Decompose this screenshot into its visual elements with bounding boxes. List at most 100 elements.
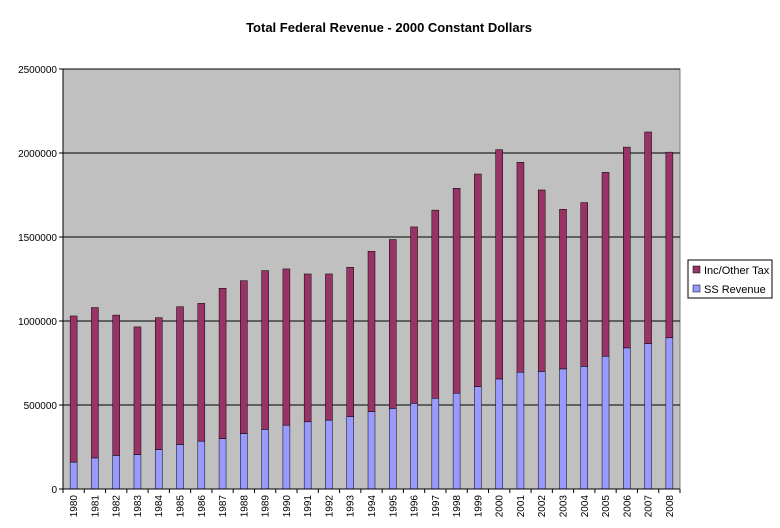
bar-inc-other-tax-1982 [112, 314, 120, 456]
bar-inc-other-tax-2005 [601, 172, 610, 357]
x-tick-label: 1998 [452, 495, 463, 518]
bar-ss-revenue-1988 [240, 433, 248, 490]
x-tick-label: 1991 [303, 495, 314, 518]
x-tick-label: 1985 [176, 495, 187, 518]
legend-swatch-inc-other-tax [692, 265, 701, 274]
x-tick-label: 1990 [282, 495, 293, 518]
bar-inc-other-tax-1990 [282, 268, 291, 426]
bar-ss-revenue-2000 [495, 378, 503, 490]
bar-inc-other-tax-1989 [261, 270, 269, 430]
x-tick-label: 2001 [516, 495, 527, 518]
x-axis-ticks: 1980 1981 1982 1983 1984 1985 1986 1987 1988 1989… [62, 489, 681, 518]
bar-inc-other-tax-2000 [495, 149, 503, 380]
x-tick-label: 1980 [69, 495, 80, 518]
y-tick-label: 2500000 [18, 65, 57, 76]
y-tick-label: 0 [51, 485, 57, 496]
bar-ss-revenue-2003 [559, 368, 567, 490]
bar-inc-other-tax-1997 [431, 209, 440, 399]
bar-ss-revenue-1989 [261, 429, 269, 490]
x-tick-label: 1986 [197, 495, 208, 518]
x-tick-label: 2002 [537, 495, 548, 518]
bar-inc-other-tax-1991 [303, 273, 312, 423]
x-tick-label: 2005 [601, 495, 612, 518]
x-tick-label: 1994 [367, 495, 378, 518]
bar-inc-other-tax-2007 [644, 131, 652, 344]
x-tick-label: 2004 [580, 495, 591, 518]
x-tick-label: 1989 [261, 495, 272, 518]
bar-ss-revenue-1995 [389, 408, 397, 490]
bar-inc-other-tax-2001 [516, 161, 525, 373]
legend-label-ss-revenue: SS Revenue [704, 284, 766, 296]
x-tick-label: 1987 [218, 495, 229, 518]
bar-inc-other-tax-1999 [474, 173, 482, 387]
x-tick-label: 1999 [473, 495, 484, 518]
legend: Inc/Other Tax SS Revenue [687, 259, 773, 299]
bar-ss-revenue-1994 [367, 411, 376, 490]
bar-inc-other-tax-2008 [665, 151, 674, 339]
bar-ss-revenue-1996 [410, 403, 418, 490]
x-tick-label: 2007 [644, 495, 655, 518]
x-tick-label: 1984 [154, 495, 165, 518]
bar-ss-revenue-1980 [69, 461, 78, 490]
bar-inc-other-tax-1998 [452, 188, 461, 394]
bar-ss-revenue-1990 [282, 424, 291, 490]
bar-ss-revenue-1987 [218, 438, 227, 490]
bar-ss-revenue-1983 [133, 454, 142, 490]
bar-ss-revenue-1985 [176, 444, 184, 490]
bar-ss-revenue-2006 [623, 347, 631, 490]
bars [69, 131, 674, 490]
x-tick-label: 1982 [112, 495, 123, 518]
bar-ss-revenue-2004 [580, 366, 589, 490]
bar-ss-revenue-1991 [303, 421, 312, 490]
bar-ss-revenue-1999 [474, 386, 482, 490]
bar-inc-other-tax-2002 [537, 189, 546, 372]
legend-box [687, 259, 773, 299]
bar-ss-revenue-1981 [91, 457, 99, 490]
x-tick-label: 1988 [239, 495, 250, 518]
y-tick-label: 500000 [24, 401, 58, 412]
bar-ss-revenue-1997 [431, 398, 440, 490]
bar-ss-revenue-1992 [325, 419, 333, 490]
legend-swatch-ss-revenue [692, 284, 701, 293]
bar-inc-other-tax-1983 [133, 326, 142, 455]
x-tick-label: 2003 [558, 495, 569, 518]
x-tick-label: 2006 [622, 495, 633, 518]
y-tick-label: 1500000 [18, 233, 57, 244]
bar-ss-revenue-1984 [154, 449, 163, 490]
bar-ss-revenue-2008 [665, 337, 674, 490]
bar-ss-revenue-1998 [452, 392, 461, 490]
bar-inc-other-tax-1987 [218, 287, 227, 439]
bar-ss-revenue-1993 [346, 416, 354, 490]
bar-inc-other-tax-2006 [623, 146, 631, 349]
bar-inc-other-tax-1985 [176, 306, 184, 445]
x-tick-label: 2008 [665, 495, 676, 518]
bar-inc-other-tax-2003 [559, 209, 567, 370]
x-tick-label: 1996 [410, 495, 421, 518]
bar-ss-revenue-2002 [537, 371, 546, 490]
bar-inc-other-tax-1993 [346, 266, 354, 418]
y-tick-label: 1000000 [18, 317, 57, 328]
bar-ss-revenue-2007 [644, 343, 652, 490]
bar-ss-revenue-1986 [197, 440, 206, 490]
y-tick-label: 2000000 [18, 149, 57, 160]
x-tick-label: 1995 [388, 495, 399, 518]
bar-inc-other-tax-1986 [197, 303, 206, 442]
x-tick-label: 1983 [133, 495, 144, 518]
chart-title: Total Federal Revenue - 2000 Constant Do… [246, 20, 532, 35]
bar-inc-other-tax-1996 [410, 226, 418, 404]
x-tick-label: 2000 [495, 495, 506, 518]
bar-inc-other-tax-2004 [580, 202, 589, 367]
x-tick-label: 1993 [346, 495, 357, 518]
x-tick-label: 1992 [324, 495, 335, 518]
bar-inc-other-tax-1980 [69, 315, 78, 463]
x-tick-label: 1981 [90, 495, 101, 518]
bar-inc-other-tax-1984 [154, 317, 163, 450]
bar-ss-revenue-2001 [516, 371, 525, 490]
bar-inc-other-tax-1994 [367, 251, 376, 412]
bar-ss-revenue-1982 [112, 455, 120, 490]
y-axis-ticks: 0 500000 1000000 1500000 2000000 2500000 [18, 65, 63, 496]
bar-inc-other-tax-1995 [389, 239, 397, 409]
legend-label-inc-other-tax: Inc/Other Tax [704, 265, 770, 277]
bar-inc-other-tax-1988 [240, 280, 248, 434]
